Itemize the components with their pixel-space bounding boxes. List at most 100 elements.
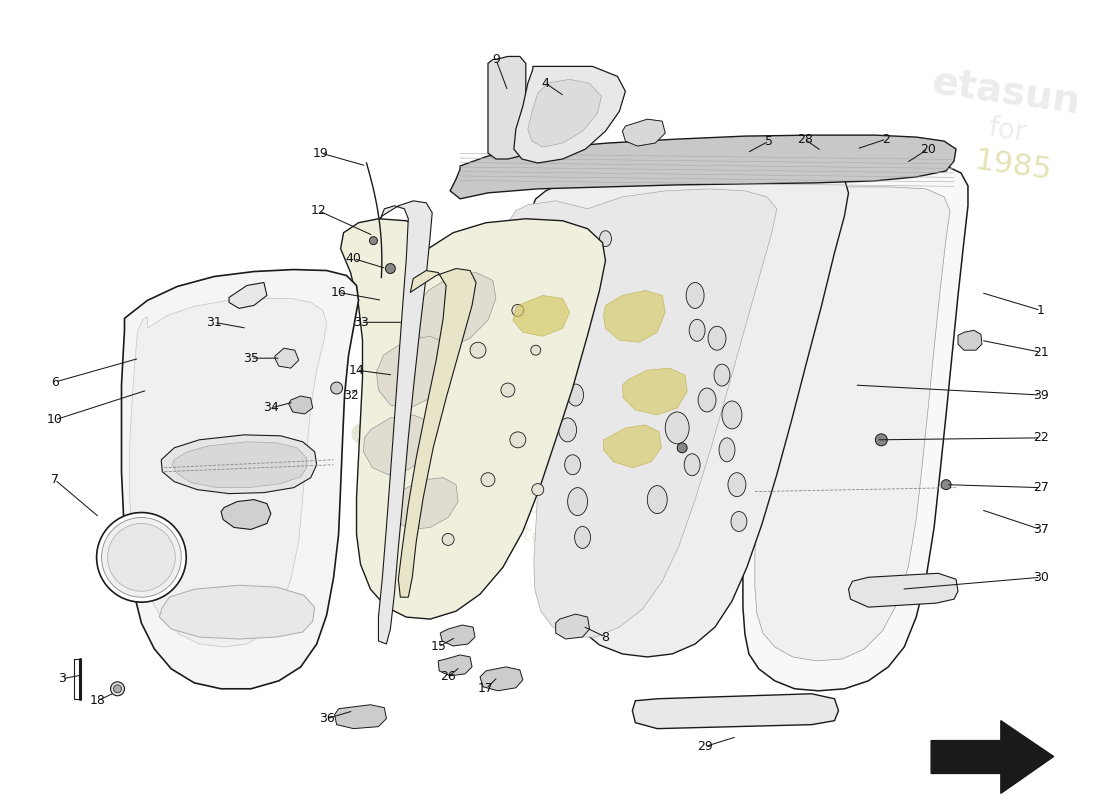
Text: 39: 39 bbox=[1033, 389, 1048, 402]
Ellipse shape bbox=[689, 319, 705, 342]
Ellipse shape bbox=[708, 326, 726, 350]
Polygon shape bbox=[506, 189, 777, 637]
Polygon shape bbox=[848, 574, 958, 607]
Polygon shape bbox=[440, 625, 475, 646]
Text: 14: 14 bbox=[349, 364, 364, 377]
Text: 5: 5 bbox=[764, 134, 773, 147]
Polygon shape bbox=[450, 135, 956, 199]
Circle shape bbox=[385, 263, 395, 274]
Text: 28: 28 bbox=[796, 133, 813, 146]
Text: 3: 3 bbox=[58, 672, 66, 686]
Text: etasun: etasun bbox=[930, 64, 1082, 122]
Circle shape bbox=[942, 480, 952, 490]
Circle shape bbox=[101, 518, 182, 597]
Text: 31: 31 bbox=[206, 316, 222, 329]
Circle shape bbox=[442, 534, 454, 546]
Polygon shape bbox=[221, 499, 271, 530]
Text: 37: 37 bbox=[1033, 523, 1048, 536]
Polygon shape bbox=[398, 269, 476, 597]
Text: 17: 17 bbox=[478, 682, 494, 695]
Ellipse shape bbox=[568, 488, 587, 515]
Text: 7: 7 bbox=[51, 473, 58, 486]
Ellipse shape bbox=[564, 454, 581, 474]
Ellipse shape bbox=[559, 418, 576, 442]
Polygon shape bbox=[514, 66, 626, 163]
Text: 1: 1 bbox=[1036, 304, 1045, 317]
Polygon shape bbox=[275, 348, 299, 368]
Ellipse shape bbox=[684, 454, 700, 476]
Polygon shape bbox=[528, 79, 602, 147]
Text: 2: 2 bbox=[882, 133, 890, 146]
Text: 6: 6 bbox=[51, 375, 58, 389]
Polygon shape bbox=[604, 290, 666, 342]
Circle shape bbox=[331, 382, 342, 394]
Text: 4: 4 bbox=[542, 77, 550, 90]
Polygon shape bbox=[711, 187, 950, 661]
Text: 29: 29 bbox=[697, 740, 713, 753]
Ellipse shape bbox=[698, 388, 716, 412]
Polygon shape bbox=[363, 415, 434, 474]
Circle shape bbox=[110, 682, 124, 696]
Circle shape bbox=[97, 513, 186, 602]
Polygon shape bbox=[528, 156, 848, 657]
Ellipse shape bbox=[728, 473, 746, 497]
Text: 30: 30 bbox=[1033, 570, 1048, 584]
Text: for: for bbox=[466, 378, 509, 413]
Circle shape bbox=[108, 523, 175, 591]
Polygon shape bbox=[378, 201, 432, 644]
Polygon shape bbox=[700, 163, 968, 690]
Text: 18: 18 bbox=[90, 694, 106, 707]
Text: 22: 22 bbox=[1033, 431, 1048, 444]
Circle shape bbox=[678, 443, 688, 453]
Ellipse shape bbox=[666, 412, 689, 444]
Text: automobile: automobile bbox=[494, 518, 622, 564]
Polygon shape bbox=[289, 396, 312, 414]
Text: a: a bbox=[486, 463, 510, 496]
Text: 27: 27 bbox=[1033, 481, 1048, 494]
Ellipse shape bbox=[686, 282, 704, 308]
Text: 15: 15 bbox=[430, 641, 447, 654]
Polygon shape bbox=[229, 282, 267, 308]
Text: 10: 10 bbox=[47, 414, 63, 426]
Text: 16: 16 bbox=[331, 286, 346, 299]
Ellipse shape bbox=[560, 344, 580, 372]
Text: 35: 35 bbox=[243, 352, 258, 365]
Text: 1985: 1985 bbox=[974, 146, 1054, 186]
Polygon shape bbox=[438, 655, 472, 676]
Polygon shape bbox=[173, 442, 307, 488]
Circle shape bbox=[481, 473, 495, 486]
Text: 20: 20 bbox=[921, 142, 936, 155]
Text: 21: 21 bbox=[1033, 346, 1048, 358]
Circle shape bbox=[531, 484, 543, 496]
Polygon shape bbox=[334, 705, 386, 729]
Polygon shape bbox=[390, 478, 458, 530]
Circle shape bbox=[512, 304, 524, 316]
Text: 32: 32 bbox=[343, 389, 359, 402]
Polygon shape bbox=[931, 721, 1054, 794]
Circle shape bbox=[370, 237, 377, 245]
Circle shape bbox=[500, 383, 515, 397]
Text: 34: 34 bbox=[263, 402, 278, 414]
Polygon shape bbox=[488, 57, 526, 159]
Ellipse shape bbox=[574, 526, 591, 548]
Ellipse shape bbox=[719, 438, 735, 462]
Polygon shape bbox=[513, 295, 570, 336]
Circle shape bbox=[113, 685, 121, 693]
Ellipse shape bbox=[647, 486, 668, 514]
Ellipse shape bbox=[568, 384, 584, 406]
Text: 8: 8 bbox=[602, 630, 609, 643]
Polygon shape bbox=[376, 336, 453, 408]
Polygon shape bbox=[130, 298, 327, 647]
Text: 36: 36 bbox=[319, 712, 334, 725]
Circle shape bbox=[510, 432, 526, 448]
Text: 19: 19 bbox=[312, 146, 329, 159]
Polygon shape bbox=[121, 270, 359, 689]
Polygon shape bbox=[632, 694, 838, 729]
Polygon shape bbox=[958, 330, 982, 350]
Circle shape bbox=[531, 346, 541, 355]
Text: 9: 9 bbox=[492, 53, 499, 66]
Polygon shape bbox=[415, 273, 496, 348]
Ellipse shape bbox=[714, 364, 730, 386]
Text: 33: 33 bbox=[353, 316, 369, 329]
Ellipse shape bbox=[580, 241, 595, 265]
